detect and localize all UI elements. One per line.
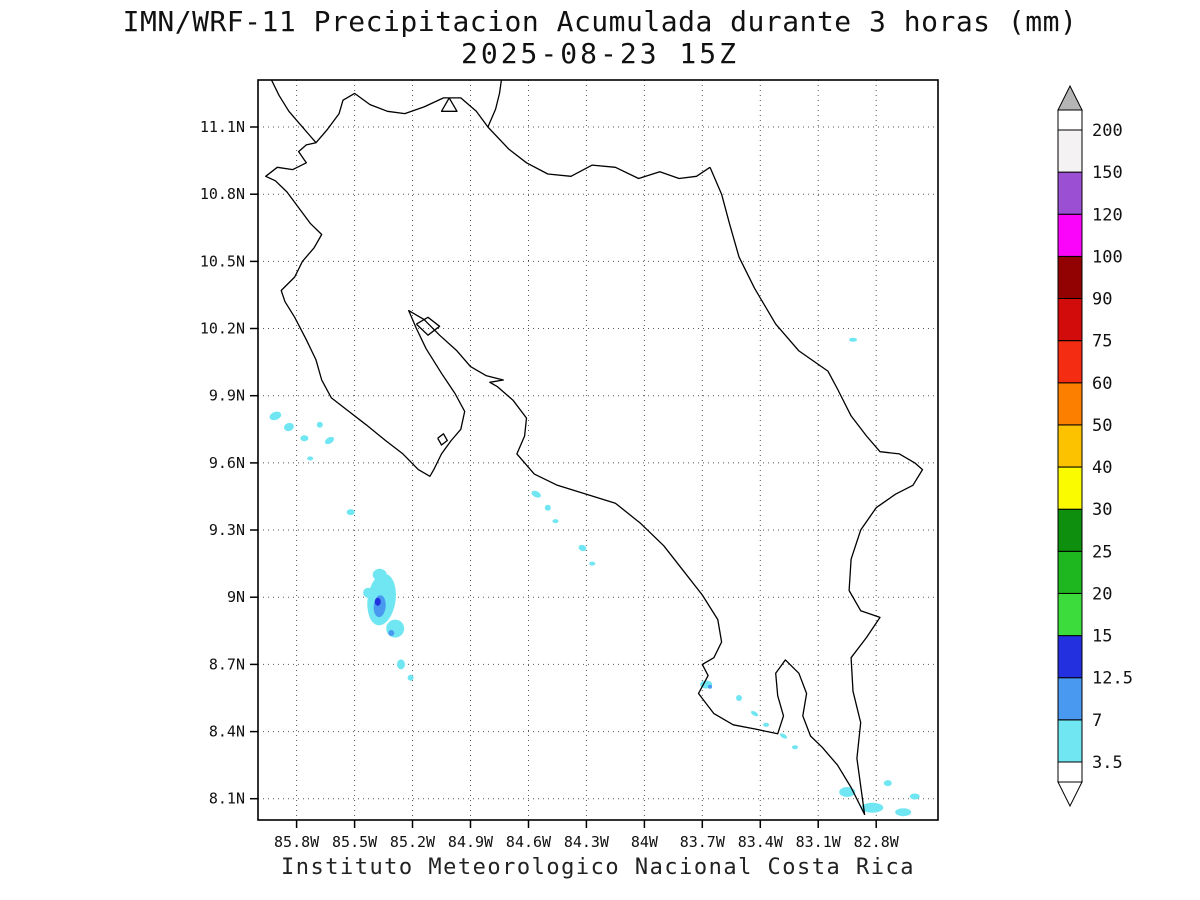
svg-text:9.9N: 9.9N (209, 387, 245, 405)
map-area (258, 80, 938, 820)
svg-text:84.6W: 84.6W (506, 833, 552, 851)
svg-text:50: 50 (1092, 416, 1112, 436)
footer-credit: Instituto Meteorologico Nacional Costa R… (280, 855, 916, 880)
svg-text:84W: 84W (631, 833, 659, 851)
svg-text:9N: 9N (227, 588, 245, 606)
svg-text:15: 15 (1092, 627, 1112, 647)
svg-text:82.8W: 82.8W (854, 833, 900, 851)
svg-text:75: 75 (1092, 332, 1112, 352)
svg-text:100: 100 (1092, 247, 1123, 267)
svg-text:84.9W: 84.9W (448, 833, 494, 851)
svg-text:85.8W: 85.8W (274, 833, 320, 851)
svg-text:25: 25 (1092, 542, 1112, 562)
svg-text:10.8N: 10.8N (200, 185, 245, 203)
svg-text:8.7N: 8.7N (209, 655, 245, 673)
svg-text:40: 40 (1092, 458, 1112, 478)
svg-text:200: 200 (1092, 121, 1123, 141)
svg-text:30: 30 (1092, 500, 1112, 520)
svg-text:9.6N: 9.6N (209, 454, 245, 472)
svg-text:10.5N: 10.5N (200, 252, 245, 270)
svg-text:85.2W: 85.2W (390, 833, 436, 851)
svg-text:10.2N: 10.2N (200, 320, 245, 338)
svg-text:11.1N: 11.1N (200, 118, 245, 136)
svg-text:83.4W: 83.4W (738, 833, 784, 851)
svg-text:9.3N: 9.3N (209, 521, 245, 539)
svg-text:83.1W: 83.1W (796, 833, 842, 851)
svg-text:83.7W: 83.7W (680, 833, 726, 851)
svg-text:12.5: 12.5 (1092, 669, 1133, 689)
svg-text:84.3W: 84.3W (564, 833, 610, 851)
precip-shading (269, 337, 920, 817)
plot-border (257, 79, 939, 821)
svg-text:3.5: 3.5 (1092, 753, 1123, 773)
grid-lines (258, 80, 938, 820)
chart-title: IMN/WRF-11 Precipitacion Acumulada duran… (122, 5, 1078, 38)
chart-subtitle: 2025-08-23 15Z (460, 37, 739, 70)
svg-text:8.4N: 8.4N (209, 723, 245, 741)
colorbar: 3.5 7 12.5 15 20 25 30 40 50 60 75 90 100 120 150 200 (1057, 84, 1133, 808)
svg-text:90: 90 (1092, 290, 1112, 310)
axis-labels: 85.8W 85.5W 85.2W 84.9W 84.6W 84.3W 84W 83.7W 83… (200, 118, 900, 851)
svg-text:150: 150 (1092, 163, 1123, 183)
svg-text:20: 20 (1092, 585, 1112, 605)
svg-text:120: 120 (1092, 205, 1123, 225)
svg-text:7: 7 (1092, 711, 1102, 731)
svg-text:60: 60 (1092, 374, 1112, 394)
svg-text:8.1N: 8.1N (209, 790, 245, 808)
svg-text:85.5W: 85.5W (332, 833, 378, 851)
coastline (265, 80, 924, 816)
